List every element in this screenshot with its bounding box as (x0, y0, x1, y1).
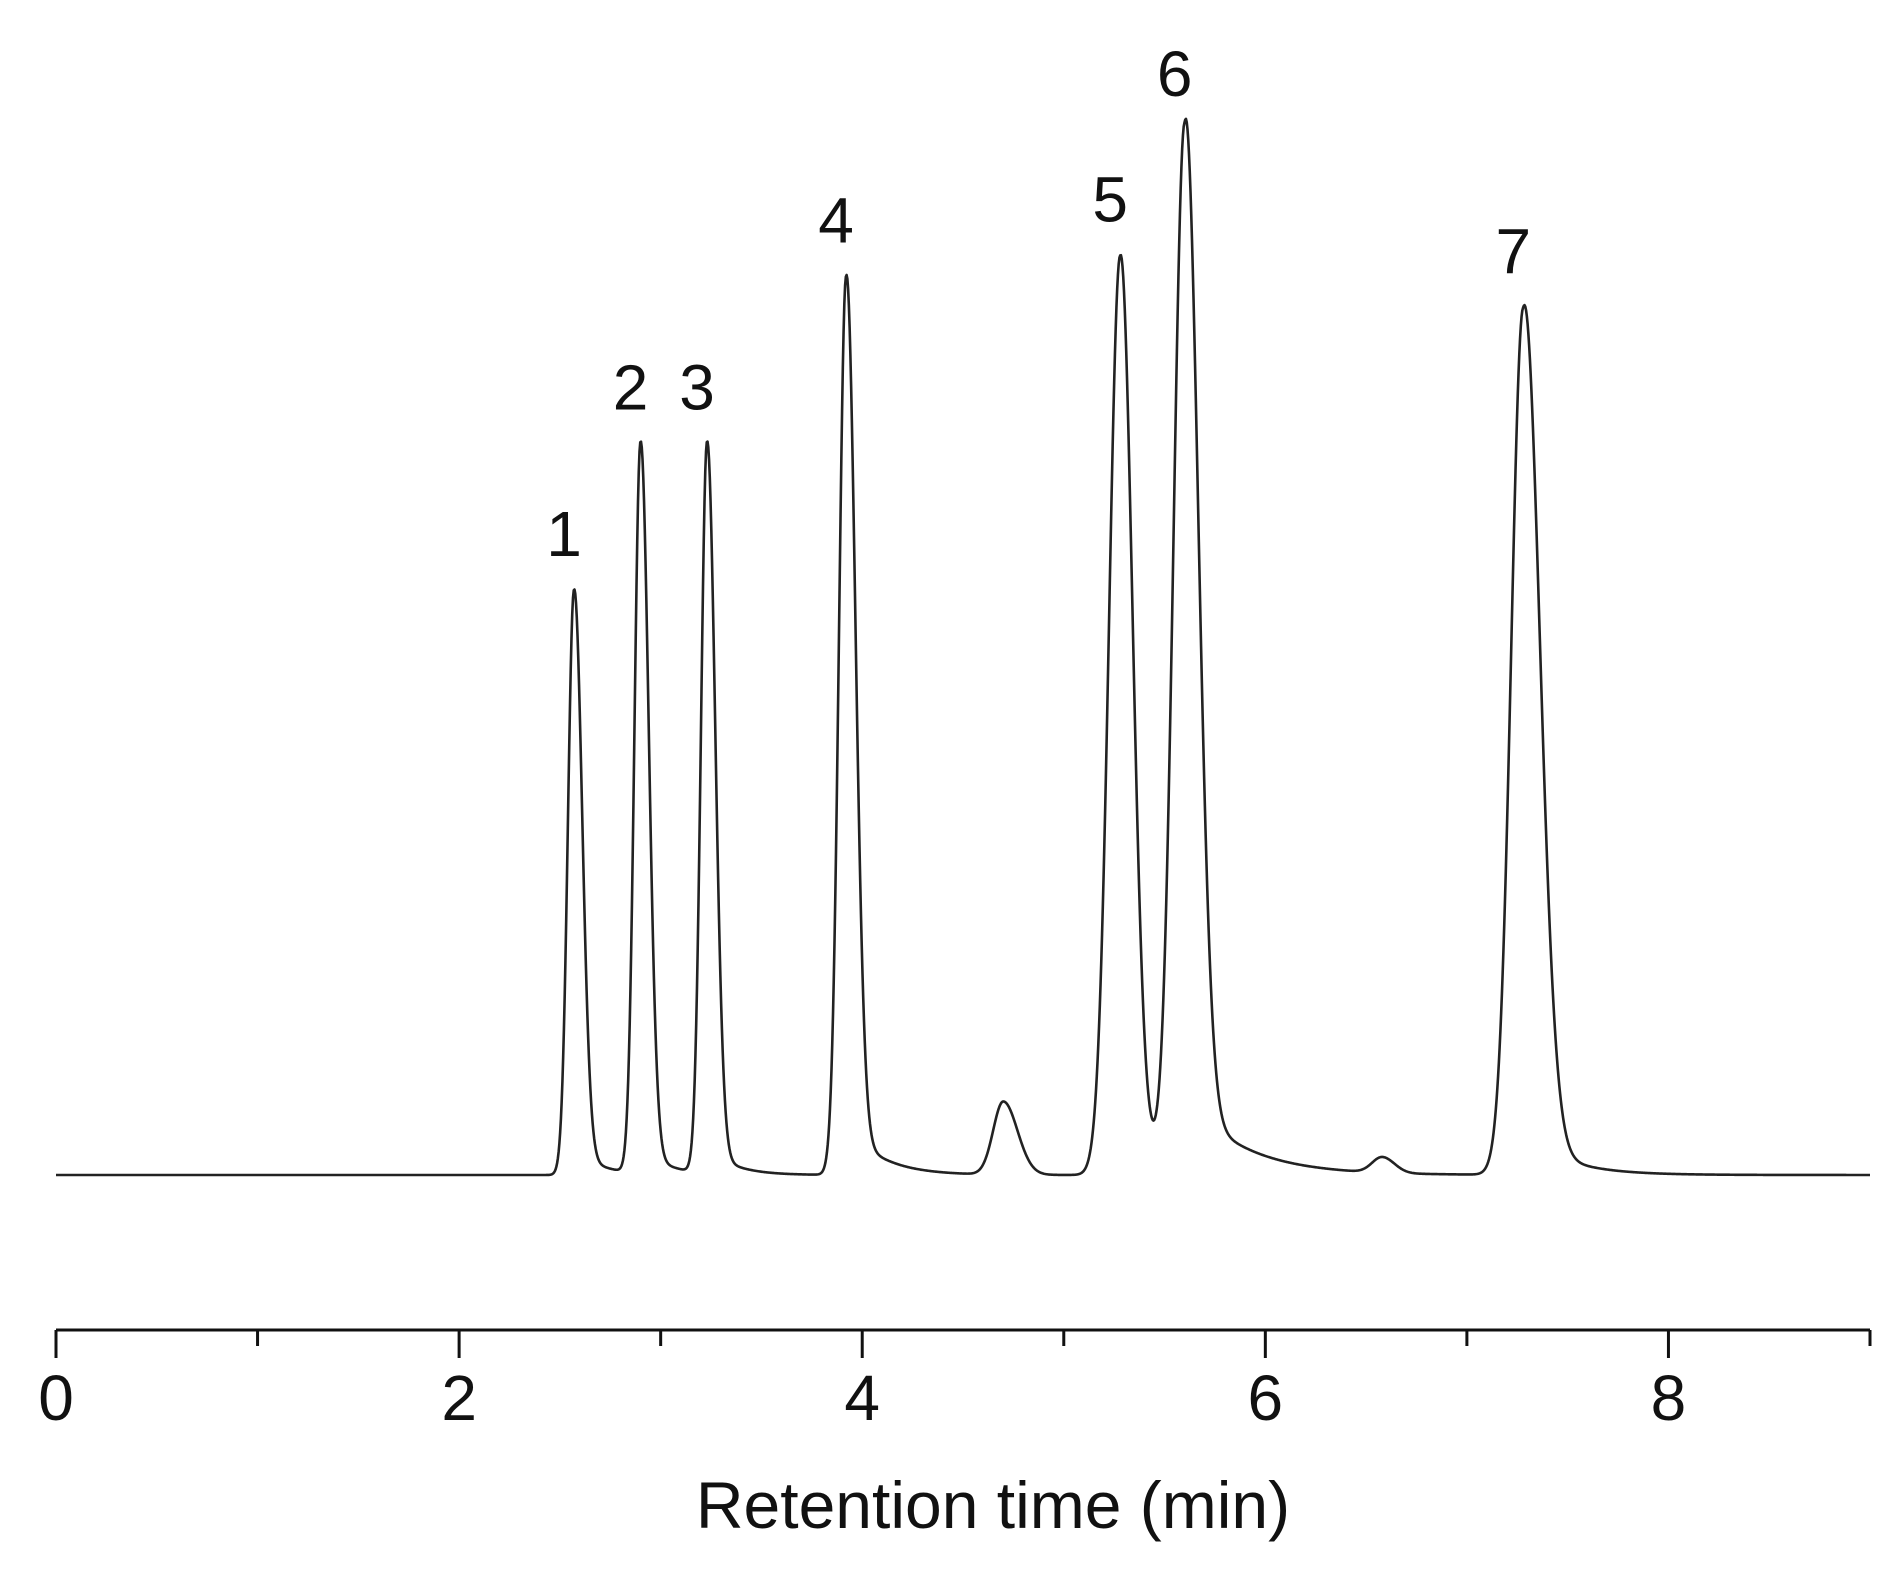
x-axis-ticks (54, 1330, 1872, 1358)
x-tick-label-4: 4 (844, 1362, 880, 1434)
peak-label-6: 6 (1157, 38, 1193, 110)
x-axis-label: Retention time (min) (696, 1468, 1290, 1542)
peak-label-2: 2 (613, 352, 649, 424)
peak-labels: 1 2 3 4 56 7 (546, 38, 1531, 570)
peak-label-5: 5 (1092, 163, 1128, 235)
x-axis-tick-labels: 0 2 4 6 8 (38, 1362, 1686, 1434)
peak-label-1: 1 (546, 498, 582, 570)
x-tick-label-6: 6 (1248, 1362, 1284, 1434)
x-tick-label-2: 2 (441, 1362, 477, 1434)
x-tick-label-0: 0 (38, 1362, 74, 1434)
peak-label-4: 4 (818, 184, 854, 256)
peak-label-7: 7 (1496, 216, 1532, 288)
chromatogram-trace (55, 117, 1871, 1177)
peak-label-3: 3 (679, 352, 715, 424)
x-tick-label-8: 8 (1651, 1362, 1687, 1434)
